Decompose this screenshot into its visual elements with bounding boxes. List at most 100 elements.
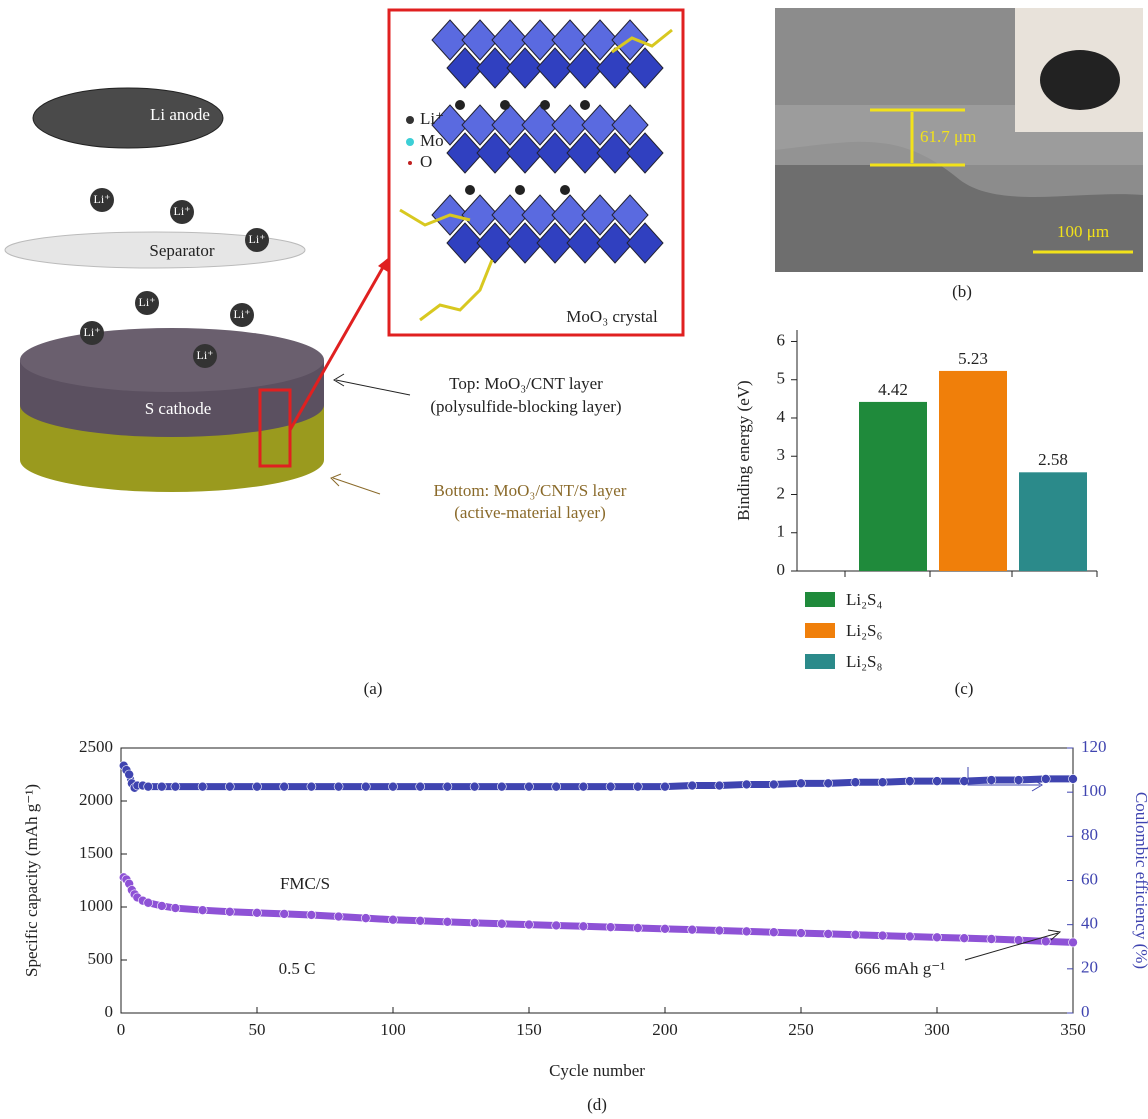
data-point [124, 769, 134, 780]
anode [32, 87, 224, 149]
data-point [768, 779, 779, 790]
ion [230, 303, 254, 327]
annotation: 0.5 C [279, 959, 316, 978]
data-point [1068, 774, 1078, 784]
scale-label: 100 μm [1057, 222, 1109, 241]
data-point [496, 918, 507, 929]
x-tick-label: 200 [652, 1020, 678, 1039]
data-point [660, 781, 670, 792]
caption: (c) [955, 679, 974, 698]
inset-legend: Li⁺ [420, 109, 444, 128]
pointer [964, 932, 1059, 961]
legend-label: Li₂S₆ [846, 621, 882, 640]
crystal [399, 19, 673, 322]
x-tick-label: 100 [380, 1020, 406, 1039]
y2-tick-label: 20 [1081, 958, 1098, 977]
data-point [306, 910, 317, 920]
ion [80, 321, 104, 345]
ion-label: Li⁺ [174, 204, 191, 218]
octahedron [506, 132, 544, 174]
x-axis-label: Cycle number [549, 1061, 645, 1080]
y2-tick-label: 60 [1081, 869, 1098, 888]
y-tick-label: 2 [777, 483, 786, 502]
octahedron [506, 222, 544, 264]
chain [611, 28, 673, 54]
data-point [904, 931, 915, 942]
cathode-top [20, 328, 324, 392]
panel-b: 61.7 μm 100 μm (b) [775, 8, 1143, 301]
y2-arrow-head [1031, 778, 1043, 792]
value-label: 5.23 [958, 349, 988, 368]
ion [245, 228, 269, 252]
ion-label: Li⁺ [249, 232, 266, 246]
bar [939, 370, 1007, 571]
y-tick-label: 4 [777, 407, 786, 426]
value-label: 2.58 [1038, 450, 1068, 469]
y-tick-label: 2000 [79, 790, 113, 809]
octahedron [491, 194, 529, 236]
octahedron [476, 222, 514, 264]
inset-title: MoO₃ crystal [566, 307, 658, 326]
li-atom [560, 185, 570, 195]
octahedron [536, 132, 574, 174]
data-point [768, 927, 779, 938]
octahedron [596, 132, 634, 174]
li-atom [515, 185, 525, 195]
pointer-head [1047, 929, 1062, 941]
series-line [120, 873, 1077, 946]
data-point [197, 905, 208, 915]
data-point [360, 913, 371, 923]
data-point [877, 930, 888, 941]
data-point [823, 778, 834, 789]
x-tick-label: 50 [249, 1020, 266, 1039]
octahedron [491, 19, 529, 61]
annotation: FMC/S [280, 874, 330, 893]
layer-label: (polysulfide-blocking layer) [430, 397, 621, 416]
data-point [741, 779, 752, 790]
octahedron [431, 104, 469, 146]
data-point [823, 929, 834, 939]
ion [193, 344, 217, 368]
data-point [306, 781, 317, 792]
octahedron [581, 194, 619, 236]
y2-axis-label: Coulombic efficiency (%) [1132, 792, 1148, 969]
y-tick-label: 500 [88, 949, 114, 968]
data-point [1041, 774, 1051, 784]
x-tick-label: 300 [924, 1020, 950, 1039]
data-point [959, 776, 970, 786]
ion [90, 188, 114, 212]
thickness-label: 61.7 μm [920, 127, 976, 146]
data-point [415, 915, 426, 926]
layer-label: Top: MoO₃/CNT layer [449, 374, 603, 393]
data-point [170, 781, 181, 792]
data-point [660, 924, 670, 934]
data-point [605, 781, 616, 792]
y-axis-label: Binding energy (eV) [734, 380, 753, 520]
data-point [605, 922, 616, 932]
data-point [741, 926, 752, 937]
data-point [796, 928, 806, 938]
data-point [850, 929, 861, 940]
pointer-head [333, 373, 345, 387]
substrate [775, 141, 1143, 272]
octahedron [521, 194, 559, 236]
photo-film [1040, 50, 1120, 110]
y2-arrow [967, 767, 1040, 786]
data-point [850, 777, 861, 788]
data-point [932, 932, 942, 943]
data-point [1013, 775, 1024, 785]
data-point [333, 911, 344, 922]
octahedron [491, 104, 529, 146]
value-label: 4.42 [878, 380, 908, 399]
bar [1019, 472, 1087, 571]
y-tick-label: 1000 [79, 896, 113, 915]
ion-label: Li⁺ [94, 192, 111, 206]
ion [135, 291, 159, 315]
panel-a: Li anode Separator S cathode Li⁺Li⁺Li⁺Li… [4, 8, 685, 698]
octahedron [626, 132, 664, 174]
data-point [632, 923, 643, 933]
separator [4, 231, 306, 269]
data-point [796, 778, 806, 789]
inset-legend: O [420, 152, 432, 171]
data-point [687, 924, 698, 935]
